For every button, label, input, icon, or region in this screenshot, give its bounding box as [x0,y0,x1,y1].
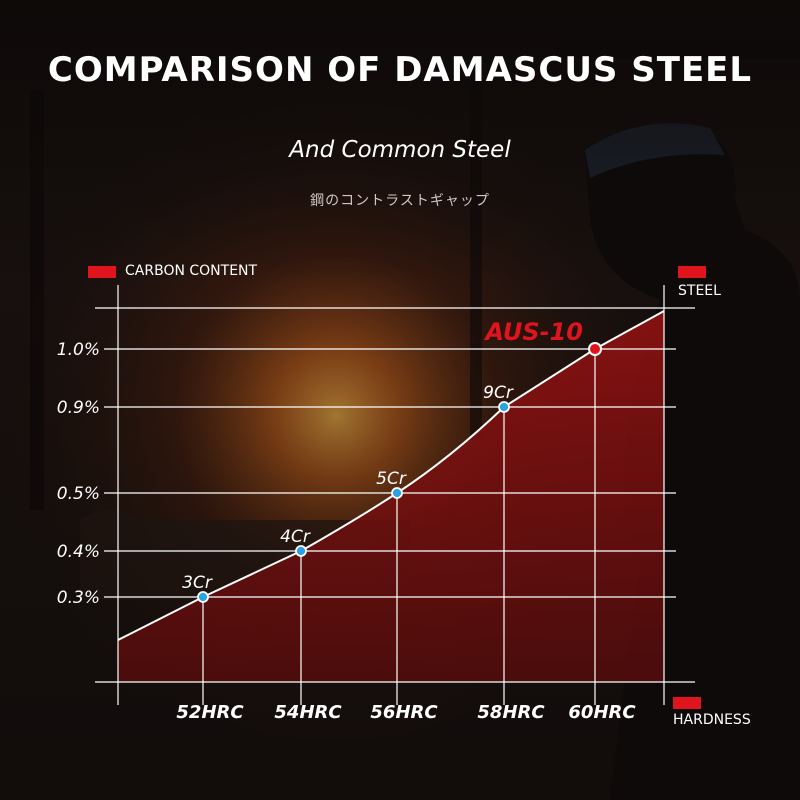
y-tick-label: 1.0% [57,340,100,360]
data-point [197,591,209,603]
x-tick-label: 54HRC [274,702,342,723]
y-tick-label: 0.4% [57,542,100,562]
x-tick-label: 56HRC [370,702,438,723]
data-point-highlight [588,342,602,356]
data-label-highlight: AUS-10 [483,318,583,346]
series-area-fill [118,311,664,682]
x-tick-label: 60HRC [568,702,636,723]
data-label: 9Cr [483,383,514,403]
data-label: 4Cr [280,527,311,547]
series-legend-label: STEEL [678,283,721,299]
y-axis-legend-swatch [88,266,116,278]
page-subtitle: And Common Steel [289,137,511,163]
x-axis-legend-swatch [673,697,701,709]
x-tick-label: 58HRC [477,702,545,723]
data-label: 3Cr [182,573,213,593]
data-point [295,545,307,557]
y-tick-label: 0.9% [57,398,100,418]
x-tick-label: 52HRC [176,702,244,723]
page-title: COMPARISON OF DAMASCUS STEEL [47,50,753,90]
data-label: 5Cr [376,469,407,489]
x-axis-legend-label: HARDNESS [673,712,751,728]
japanese-subtitle: 鋼のコントラストギャップ [310,193,490,209]
data-point [391,487,403,499]
y-tick-label: 0.3% [57,588,100,608]
series-legend-swatch [678,266,706,278]
y-axis-legend-label: CARBON CONTENT [125,263,258,279]
data-point [498,401,510,413]
y-tick-label: 0.5% [57,484,100,504]
